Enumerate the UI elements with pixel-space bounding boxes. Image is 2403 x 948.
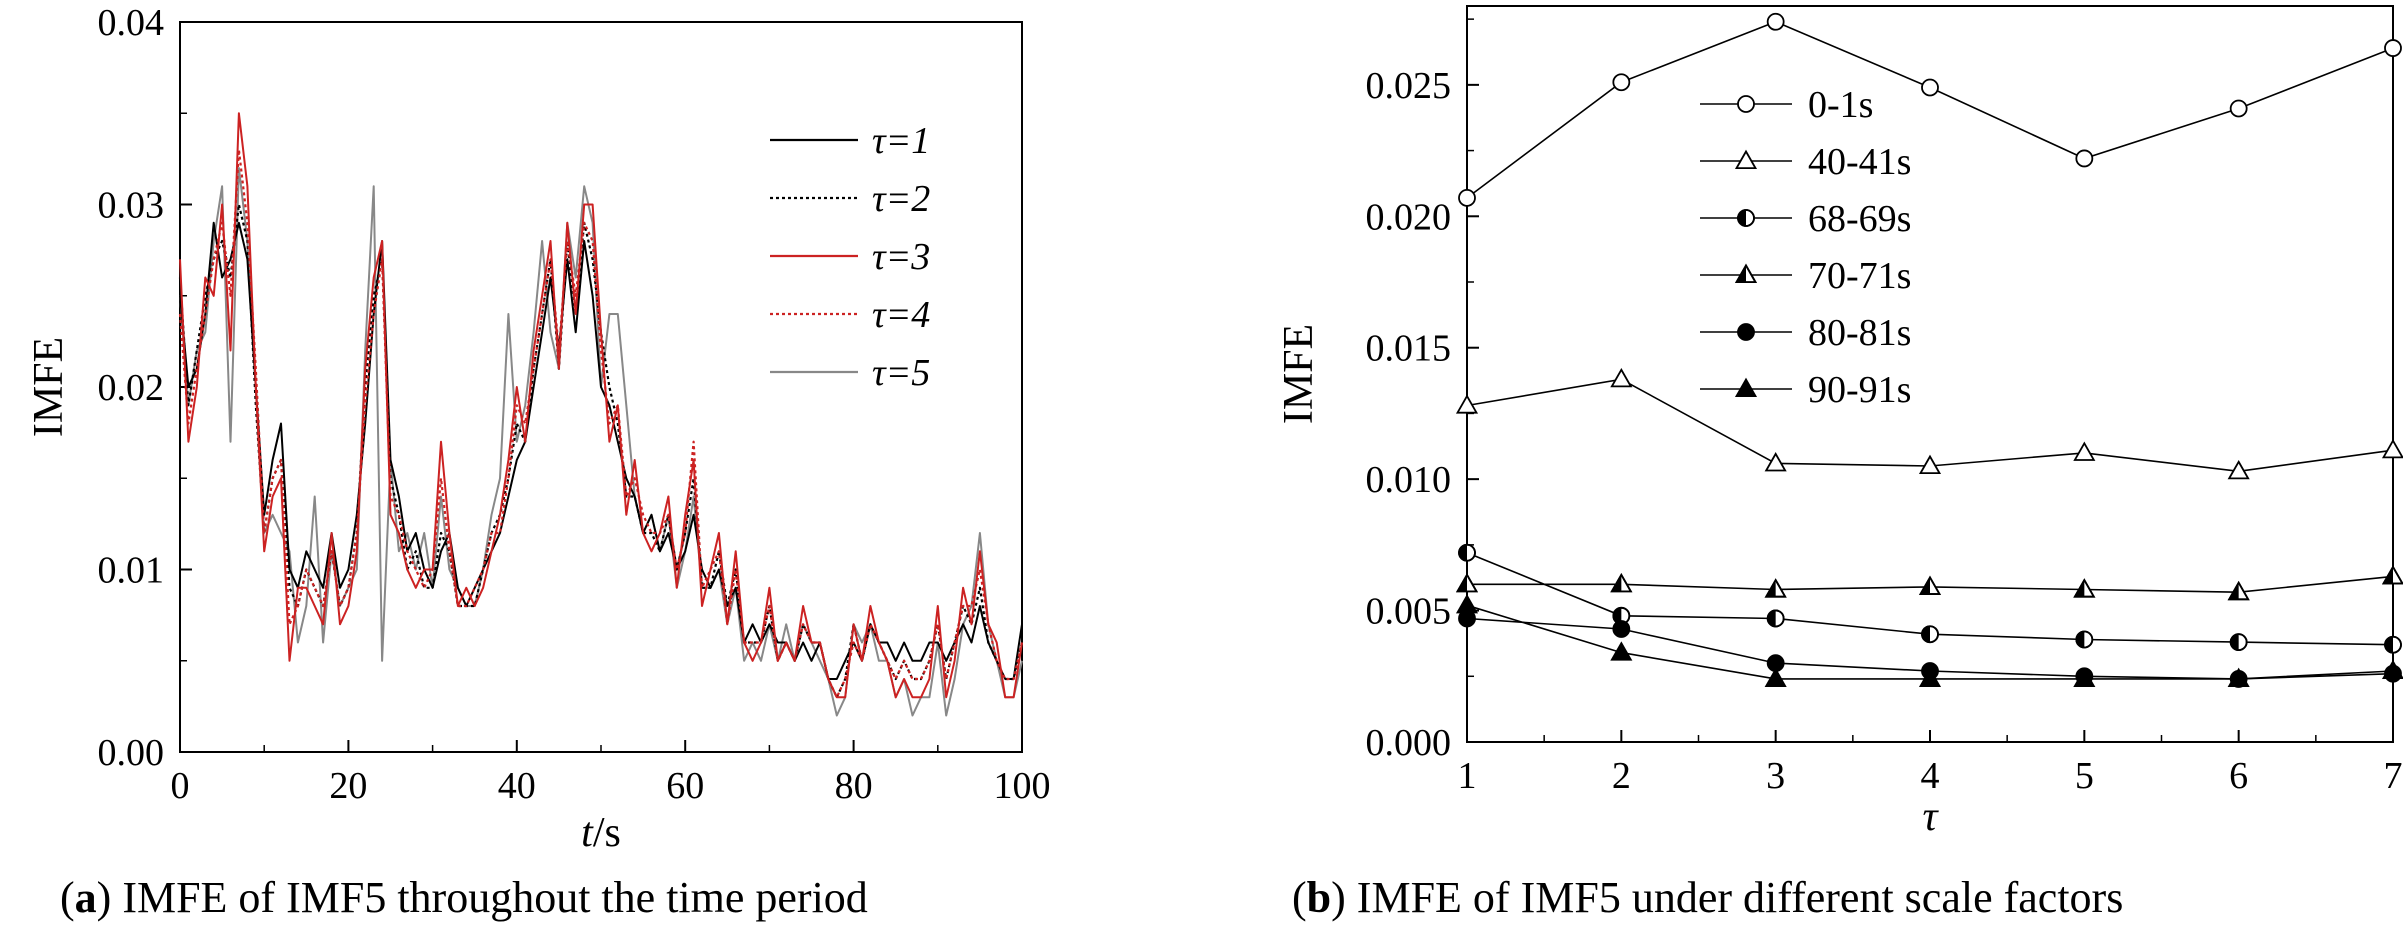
panel-b-x-tick-label: 6: [2229, 755, 2248, 797]
panel-a-x-tick-label: 0: [171, 765, 190, 807]
panel-b-legend-marker: [1734, 263, 1758, 284]
panel-a-legend-label: τ=5: [872, 352, 930, 394]
panel-b-x-tick-label: 1: [1458, 755, 1477, 797]
panel-b-point-70-71s: [2073, 578, 2096, 598]
panel-b-x-tick-label: 7: [2384, 755, 2403, 797]
panel-a-caption-letter: a: [74, 873, 97, 922]
panel-a-legend-label: τ=1: [872, 120, 930, 162]
panel-b-y-tick-label: 0.000: [1366, 722, 1452, 764]
panel-b-y-tick-label: 0.005: [1366, 591, 1452, 633]
panel-a-series-line-2: [178, 203, 1024, 699]
panel-b-point-0-1s: [1458, 188, 1476, 207]
panel-b-point-40-41s: [1455, 394, 1479, 414]
panel-a-x-axis-unit: /s: [593, 810, 621, 856]
panel-b-point-70-71s: [2227, 580, 2250, 601]
panel-b-x-tick-label: 4: [1921, 755, 1940, 797]
panel-a-caption: (a) IMFE of IMF5 throughout the time per…: [60, 873, 868, 922]
panel-a-x-tick-label: 40: [498, 765, 536, 807]
panel-b-y-tick-label: 0.020: [1366, 196, 1452, 238]
panel-b-point-90-91s: [2227, 667, 2250, 687]
panel-b-point-90-91s: [1918, 667, 1942, 687]
panel-b-legend-label: 70-71s: [1808, 255, 1911, 297]
panel-b-y-tick-label: 0.025: [1366, 65, 1452, 107]
panel-b-point-90-91s: [2073, 667, 2096, 687]
panel-a-x-tick-label: 100: [994, 765, 1051, 807]
panel-b-legend-marker: [1737, 95, 1755, 113]
panel-b-point-40-41s: [2381, 438, 2403, 459]
panel-b-point-68-69s: [1921, 625, 1939, 644]
panel-a-x-tick-label: 60: [666, 765, 704, 807]
panel-b-point-0-1s: [2229, 99, 2248, 118]
panel-b-legend-marker: [1737, 323, 1755, 341]
panel-a-x-tick-label: 80: [835, 765, 873, 807]
panel-b-point-0-1s: [2384, 39, 2402, 57]
panel-b-point-68-69s: [2075, 630, 2094, 649]
panel-b-point-40-41s: [1918, 454, 1942, 475]
panel-a-legend-label: τ=2: [872, 178, 930, 220]
panel-a-legend-label: τ=4: [872, 294, 930, 336]
panel-b-chart: 1 2 3 4 5 6 7 0.000 0.005 0.010 0.015 0.020 0.025 0-…: [1276, 5, 2403, 840]
panel-b-x-tick-label: 2: [1612, 755, 1631, 797]
panel-a-series-line-3: [179, 112, 1023, 699]
panel-b-point-40-41s: [2227, 459, 2250, 480]
panel-b-point-40-41s: [1764, 452, 1787, 472]
panel-b-point-40-41s: [2073, 441, 2096, 461]
panel-a-y-axis-label: IMFE: [26, 337, 72, 437]
panel-b-legend-marker: [1737, 209, 1755, 227]
panel-b-x-axis-label: τ: [1922, 794, 1939, 840]
panel-b-caption-letter: b: [1306, 873, 1332, 922]
panel-b-legend-marker: [1734, 149, 1758, 170]
panel-b-point-90-91s: [1455, 594, 1479, 614]
panel-b-point-0-1s: [2075, 149, 2094, 168]
panel-b-point-0-1s: [1921, 78, 1939, 97]
panel-b-point-0-1s: [1612, 73, 1631, 92]
panel-b-point-68-69s: [2384, 635, 2402, 654]
panel-b-legend-label: 40-41s: [1808, 141, 1911, 183]
panel-b-point-70-71s: [1455, 572, 1479, 593]
panel-b-y-tick-label: 0.010: [1366, 459, 1452, 501]
panel-b-point-68-69s: [1458, 543, 1476, 562]
panel-a-caption-text: IMFE of IMF5 throughout the time period: [122, 873, 868, 922]
panel-a-x-axis-label: t/s: [581, 810, 621, 856]
panel-b-point-0-1s: [1766, 12, 1785, 31]
panel-a-chart: 0 20 40 60 80 100 0.00 0.01 0.02 0.03 0.04 τ=1 τ=2 τ…: [26, 2, 1051, 856]
panel-a-y-tick-label: 0.02: [98, 367, 165, 409]
panel-a-y-tick-label: 0.03: [98, 185, 165, 227]
panel-b-legend-label: 0-1s: [1808, 84, 1873, 126]
panel-b-point-68-69s: [2229, 633, 2248, 652]
panel-b-caption-text: IMFE of IMF5 under different scale facto…: [1356, 873, 2124, 922]
panel-a-legend-label: τ=3: [872, 236, 930, 278]
panel-a-y-tick-label: 0.04: [98, 2, 165, 44]
panel-b-point-90-91s: [2381, 659, 2403, 680]
panel-b-legend-marker: [1734, 377, 1758, 398]
panel-b-point-40-41s: [1610, 367, 1633, 388]
panel-b-y-axis-label: IMFE: [1276, 324, 1322, 424]
panel-b-legend-label: 80-81s: [1808, 312, 1911, 354]
panel-b-point-70-71s: [1918, 575, 1942, 595]
panel-a-y-tick-label: 0.01: [98, 550, 165, 592]
panel-a-x-axis-var: t: [581, 810, 594, 856]
panel-b-point-80-81s: [1612, 620, 1631, 638]
panel-b-x-tick-label: 3: [1766, 755, 1785, 797]
panel-b-point-90-91s: [1610, 641, 1633, 661]
panel-a-y-tick-label: 0.00: [98, 732, 165, 774]
panel-b-x-tick-label: 5: [2075, 755, 2094, 797]
panel-b-y-tick-label: 0.015: [1366, 328, 1452, 370]
panel-b-point-68-69s: [1766, 609, 1785, 628]
panel-b-legend-label: 90-91s: [1808, 369, 1911, 411]
panel-b-point-70-71s: [1764, 578, 1787, 598]
panel-a-x-tick-label: 20: [329, 765, 367, 807]
panel-b-point-70-71s: [1610, 572, 1633, 593]
panel-b-point-90-91s: [1764, 667, 1787, 687]
panel-b-series-line-0-1s: [1466, 20, 2394, 199]
panel-a-series-line-1: [179, 221, 1023, 680]
panel-b-caption: (b) IMFE of IMF5 under different scale f…: [1292, 873, 2124, 922]
panel-b-legend-label: 68-69s: [1808, 198, 1911, 240]
panel-a-series-line-4: [178, 148, 1024, 699]
panel-b-point-70-71s: [2381, 565, 2403, 585]
